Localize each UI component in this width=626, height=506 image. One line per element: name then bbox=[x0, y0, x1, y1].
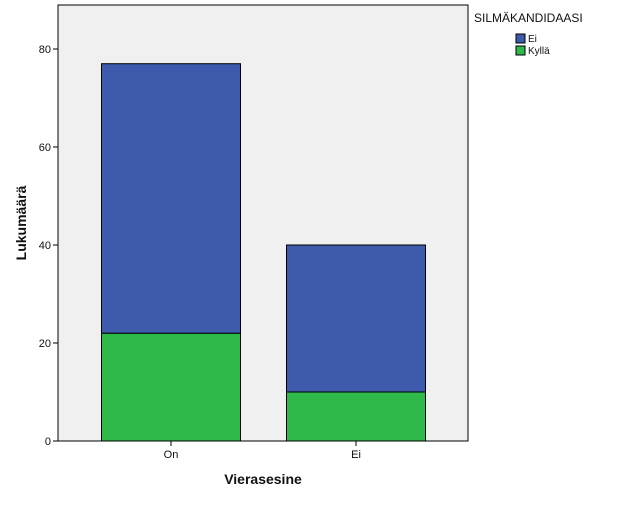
y-axis-title: Lukumäärä bbox=[13, 185, 29, 260]
bar-segment-ei-ei bbox=[286, 244, 426, 393]
x-tick-label: On bbox=[164, 449, 179, 461]
x-axis: On Ei bbox=[164, 441, 361, 461]
y-tick-label: 0 bbox=[45, 436, 51, 448]
bar-segment-on-ei bbox=[101, 63, 241, 334]
y-tick-label: 20 bbox=[39, 338, 51, 350]
bar-segment-on-kyllä bbox=[101, 332, 241, 442]
legend-label-kyllä: Kyllä bbox=[528, 46, 550, 57]
y-tick-label: 80 bbox=[39, 44, 51, 56]
y-tick-label: 60 bbox=[39, 142, 51, 154]
bars-group bbox=[101, 63, 426, 442]
x-tick-label: Ei bbox=[351, 449, 361, 461]
legend-title: SILMÄKANDIDAASI bbox=[474, 11, 583, 25]
y-tick-label: 40 bbox=[39, 240, 51, 252]
bar-segment-ei-kyllä bbox=[286, 391, 426, 442]
legend-swatch-ei bbox=[515, 33, 526, 44]
y-axis: 0 20 40 60 80 bbox=[39, 44, 58, 448]
x-axis-title: Vierasesine bbox=[224, 471, 302, 487]
legend-label-ei: Ei bbox=[528, 34, 537, 45]
legend-swatch-kyllä bbox=[515, 45, 526, 56]
